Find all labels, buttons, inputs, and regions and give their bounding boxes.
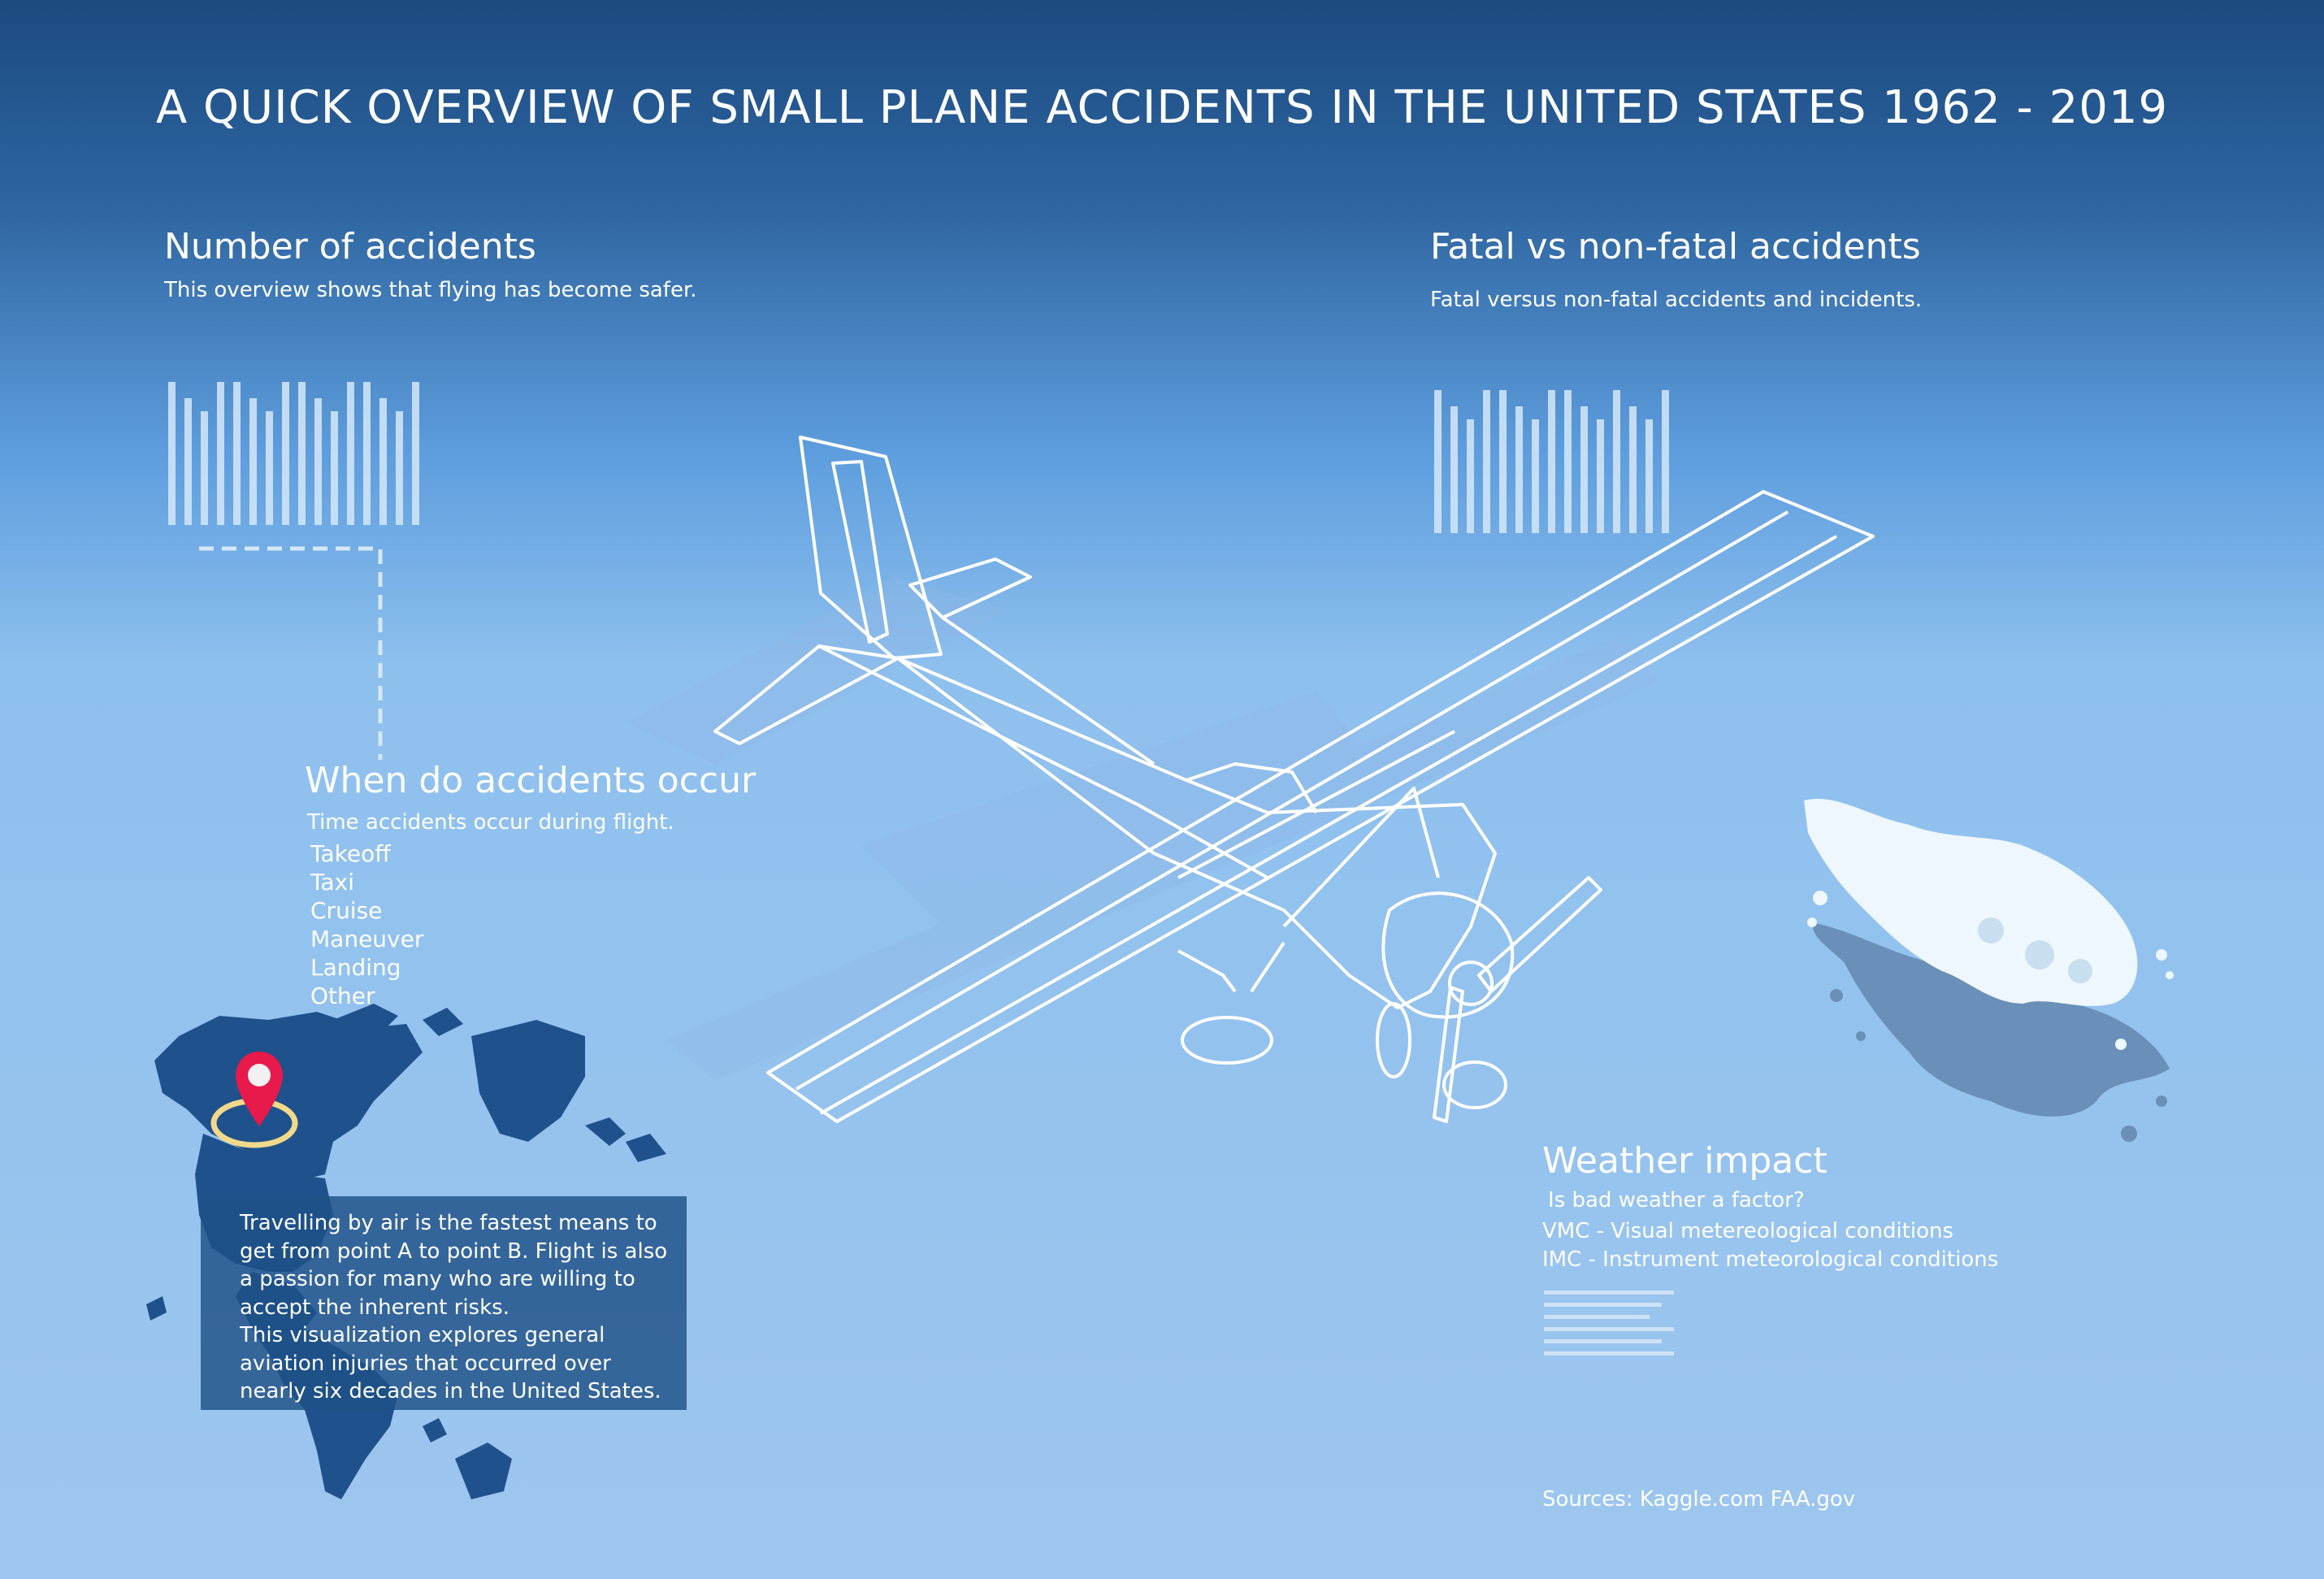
number-of-accidents-bars <box>168 382 419 525</box>
weather-line <box>1544 1351 1674 1356</box>
weather-placeholder-lines <box>1544 1291 1674 1364</box>
page-title: A QUICK OVERVIEW OF SMALL PLANE ACCIDENT… <box>155 81 2169 134</box>
when-accidents-heading: When do accidents occur <box>305 760 757 801</box>
bar <box>1434 390 1442 533</box>
bar <box>201 411 208 525</box>
weather-impact-question: Is bad weather a factor? <box>1548 1188 1805 1212</box>
weather-line <box>1544 1327 1674 1331</box>
bar <box>1548 390 1555 533</box>
phase-taxi: Taxi <box>310 869 354 896</box>
bar <box>1629 406 1637 533</box>
bar <box>1580 406 1588 533</box>
weather-line <box>1544 1315 1650 1319</box>
intro-paragraph-2: This visualization explores general avia… <box>240 1323 661 1403</box>
bar <box>1450 406 1458 533</box>
fatal-vs-nonfatal-subtitle: Fatal versus non-fatal accidents and inc… <box>1430 288 1923 312</box>
bar <box>233 382 241 525</box>
phase-takeoff: Takeoff <box>310 840 391 867</box>
phase-cruise: Cruise <box>310 897 383 924</box>
bar <box>1613 390 1620 533</box>
weather-line <box>1544 1291 1674 1295</box>
bar <box>314 398 322 525</box>
bar <box>298 382 306 525</box>
bar <box>379 398 387 525</box>
airplane-illustration <box>626 436 1875 1123</box>
bar <box>347 382 354 525</box>
bar <box>266 411 273 525</box>
weather-impact-heading: Weather impact <box>1542 1140 1828 1182</box>
fatal-vs-nonfatal-heading: Fatal vs non-fatal accidents <box>1430 226 1921 267</box>
bar <box>1467 419 1474 533</box>
fatal-vs-nonfatal-bars <box>1434 390 1669 533</box>
weather-line <box>1544 1303 1662 1307</box>
weather-line <box>1544 1339 1662 1343</box>
sources-label: Sources: Kaggle.com FAA.gov <box>1542 1487 1856 1512</box>
bar <box>1645 419 1653 533</box>
weather-imc-label: IMC - Instrument meteorological conditio… <box>1542 1247 1999 1272</box>
bar <box>249 398 257 525</box>
bar <box>1515 406 1523 533</box>
bar <box>1597 419 1604 533</box>
connector-dashed-line <box>199 546 383 760</box>
map-pin-icon <box>236 1052 283 1126</box>
bar <box>1662 390 1669 533</box>
bar <box>396 411 403 525</box>
bar <box>1499 390 1507 533</box>
cloud-illustration <box>1804 798 2174 1142</box>
intro-text-box: Travelling by air is the fastest means t… <box>201 1196 687 1410</box>
bar <box>217 382 224 525</box>
bar <box>412 382 419 525</box>
bar <box>184 398 192 525</box>
bar <box>363 382 371 525</box>
when-accidents-subtitle: Time accidents occur during flight. <box>307 810 674 835</box>
bar <box>1532 419 1539 533</box>
number-of-accidents-subtitle: This overview shows that flying has beco… <box>164 278 697 302</box>
intro-paragraph-1: Travelling by air is the fastest means t… <box>240 1211 668 1320</box>
bar <box>282 382 289 525</box>
phase-maneuver: Maneuver <box>310 926 424 952</box>
bar <box>1483 390 1490 533</box>
bar <box>168 382 176 525</box>
number-of-accidents-heading: Number of accidents <box>164 226 536 267</box>
bar <box>1564 390 1572 533</box>
flight-phase-list: Takeoff Taxi Cruise Maneuver Landing Oth… <box>310 839 423 1010</box>
weather-vmc-label: VMC - Visual metereological conditions <box>1542 1219 1954 1243</box>
phase-other: Other <box>310 983 375 1009</box>
bar <box>331 411 338 525</box>
phase-landing: Landing <box>310 954 401 981</box>
